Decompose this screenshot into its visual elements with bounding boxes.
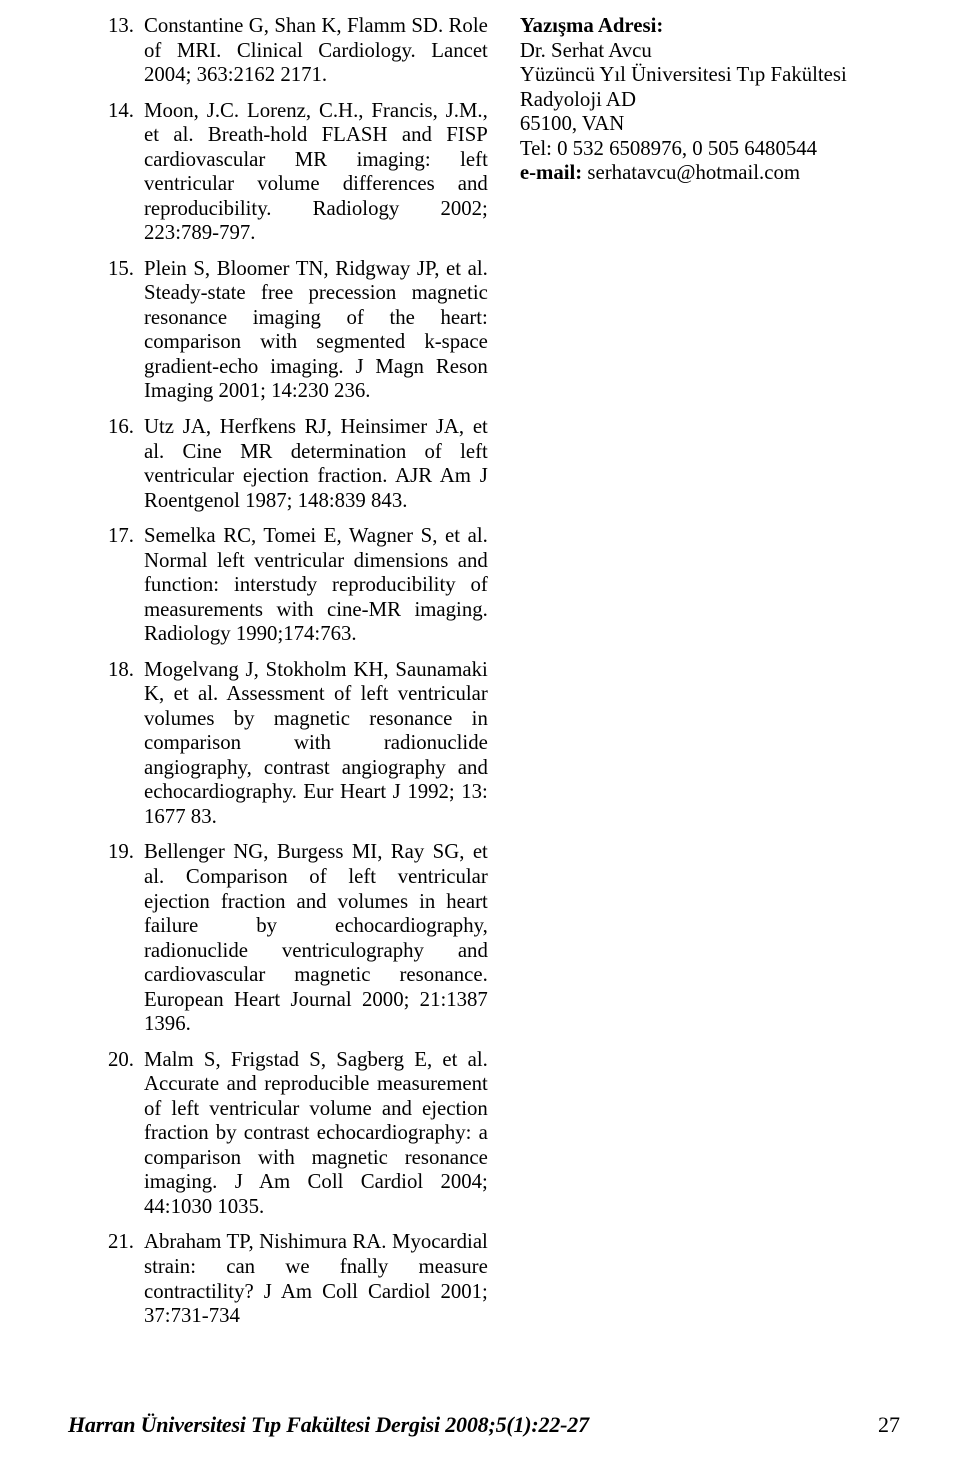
- reference-item: 14. Moon, J.C. Lorenz, C.H., Francis, J.…: [108, 99, 488, 246]
- page: 13. Constantine G, Shan K, Flamm SD. Rol…: [0, 0, 960, 1468]
- reference-item: 15. Plein S, Bloomer TN, Ridgway JP, et …: [108, 257, 488, 404]
- reference-number: 17.: [108, 524, 144, 647]
- reference-item: 17. Semelka RC, Tomei E, Wagner S, et al…: [108, 524, 488, 647]
- reference-number: 15.: [108, 257, 144, 404]
- page-footer: Harran Üniversitesi Tıp Fakültesi Dergis…: [68, 1412, 900, 1438]
- references-column: 13. Constantine G, Shan K, Flamm SD. Rol…: [108, 14, 488, 1340]
- reference-number: 20.: [108, 1048, 144, 1220]
- footer-journal: Harran Üniversitesi Tıp Fakültesi Dergis…: [68, 1412, 589, 1438]
- reference-number: 13.: [108, 14, 144, 88]
- reference-number: 14.: [108, 99, 144, 246]
- reference-text: Malm S, Frigstad S, Sagberg E, et al. Ac…: [144, 1048, 488, 1220]
- reference-text: Plein S, Bloomer TN, Ridgway JP, et al. …: [144, 257, 488, 404]
- correspondence-email-line: e-mail: serhatavcu@hotmail.com: [520, 161, 890, 186]
- reference-text: Semelka RC, Tomei E, Wagner S, et al. No…: [144, 524, 488, 647]
- correspondence-name: Dr. Serhat Avcu: [520, 39, 890, 64]
- correspondence-email-label: e-mail:: [520, 161, 582, 184]
- correspondence-tel: Tel: 0 532 6508976, 0 505 6480544: [520, 137, 890, 162]
- reference-number: 18.: [108, 658, 144, 830]
- footer-page-number: 27: [878, 1412, 900, 1438]
- columns: 13. Constantine G, Shan K, Flamm SD. Rol…: [108, 14, 890, 1340]
- reference-text: Utz JA, Herfkens RJ, Heinsimer JA, et al…: [144, 415, 488, 513]
- correspondence-block: Yazışma Adresi: Dr. Serhat Avcu Yüzüncü …: [520, 14, 890, 186]
- reference-text: Constantine G, Shan K, Flamm SD. Role of…: [144, 14, 488, 88]
- correspondence-email-value: serhatavcu@hotmail.com: [587, 161, 800, 184]
- correspondence-column: Yazışma Adresi: Dr. Serhat Avcu Yüzüncü …: [520, 14, 890, 1340]
- correspondence-cityline: 65100, VAN: [520, 112, 890, 137]
- reference-text: Abraham TP, Nishimura RA. Myocardial str…: [144, 1230, 488, 1328]
- reference-text: Mogelvang J, Stokholm KH, Saunamaki K, e…: [144, 658, 488, 830]
- reference-item: 21. Abraham TP, Nishimura RA. Myocardial…: [108, 1230, 488, 1328]
- reference-item: 20. Malm S, Frigstad S, Sagberg E, et al…: [108, 1048, 488, 1220]
- reference-number: 19.: [108, 840, 144, 1036]
- reference-item: 19. Bellenger NG, Burgess MI, Ray SG, et…: [108, 840, 488, 1036]
- correspondence-heading: Yazışma Adresi:: [520, 14, 890, 39]
- reference-number: 16.: [108, 415, 144, 513]
- reference-number: 21.: [108, 1230, 144, 1328]
- reference-item: 13. Constantine G, Shan K, Flamm SD. Rol…: [108, 14, 488, 88]
- reference-item: 18. Mogelvang J, Stokholm KH, Saunamaki …: [108, 658, 488, 830]
- reference-text: Moon, J.C. Lorenz, C.H., Francis, J.M., …: [144, 99, 488, 246]
- reference-item: 16. Utz JA, Herfkens RJ, Heinsimer JA, e…: [108, 415, 488, 513]
- correspondence-affiliation: Yüzüncü Yıl Üniversitesi Tıp Fakültesi R…: [520, 63, 890, 112]
- reference-text: Bellenger NG, Burgess MI, Ray SG, et al.…: [144, 840, 488, 1036]
